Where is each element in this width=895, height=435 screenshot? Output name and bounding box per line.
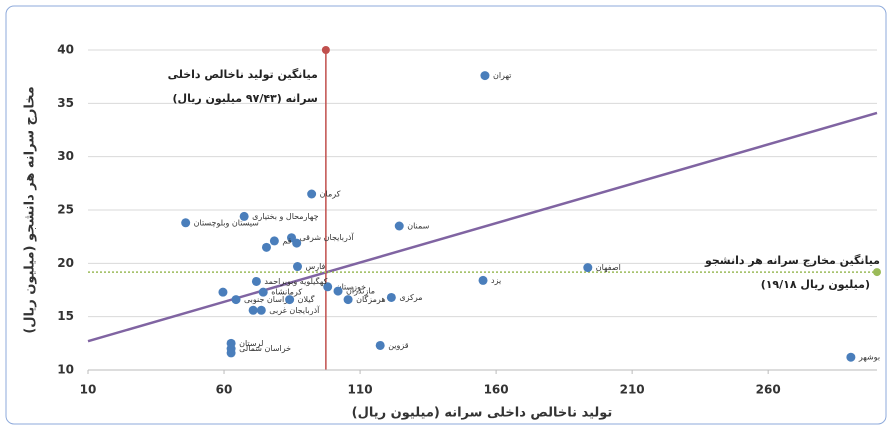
x-axis-title: تولید ناخالص داخلی سرانه (میلیون ریال): [352, 406, 613, 421]
y-mean-marker: [873, 268, 881, 277]
x-mean-marker: [321, 46, 330, 54]
y-axis-title: مخارج سرانه هر دانشجو (میلیون ریال): [23, 86, 38, 333]
point: [846, 352, 856, 362]
point-label: آذربایجان شرقی: [300, 232, 355, 242]
x-mean-label: میانگین تولید ناخالص داخلی: [168, 68, 318, 81]
point: [248, 305, 258, 315]
y-mean-label: میانگین مخارج سرانه هر دانشجو: [704, 254, 880, 268]
point: [478, 275, 488, 285]
point: [307, 189, 317, 199]
y-tick-label: 35: [57, 96, 74, 110]
y-tick-label: 15: [57, 309, 74, 323]
x-mean-label: سرانه (۹۷/۴۳ میلیون ریال): [173, 92, 318, 105]
point: [231, 295, 241, 305]
point: [333, 286, 343, 296]
x-tick-label: 210: [620, 383, 645, 397]
point-label: تهران: [493, 71, 511, 80]
point-label: خراسان جنوبی: [244, 295, 294, 304]
point-label: خراسان شمالی: [239, 344, 291, 353]
point: [386, 292, 396, 302]
point-label: چهارمحال و بختیاری: [252, 212, 318, 221]
point-label: سمنان: [407, 222, 429, 231]
point: [261, 242, 271, 252]
x-tick-label: 160: [484, 383, 509, 397]
y-tick-label: 40: [57, 43, 74, 57]
point-label: کرمان: [320, 190, 341, 199]
point: [323, 282, 333, 292]
point-label: کهگیلویه وبویراحمد: [264, 276, 327, 286]
point-label: آذربایجان غربی: [269, 305, 320, 315]
point: [292, 238, 302, 248]
point-label: سیستان وبلوچستان: [194, 218, 260, 227]
point: [343, 295, 353, 305]
point-label: بوشهر: [858, 353, 880, 362]
point: [251, 276, 261, 286]
chart-frame: [5, 5, 887, 425]
point: [181, 218, 191, 228]
point-label: خوزستان: [336, 282, 366, 291]
point-label: قم: [282, 236, 291, 245]
y-mean-label: (۱۹/۱۸ میلیون ریال): [761, 278, 870, 291]
y-tick-label: 10: [57, 363, 74, 377]
point-label: مرکزی: [399, 293, 422, 302]
point: [292, 262, 302, 272]
point-label: فارس: [305, 262, 325, 271]
point: [480, 71, 490, 81]
x-tick-label: 260: [756, 383, 781, 397]
point: [258, 287, 268, 297]
point-label: اصفهان: [596, 263, 621, 272]
point: [226, 348, 236, 358]
x-tick-label: 10: [80, 383, 97, 397]
point: [375, 340, 385, 350]
point: [218, 287, 228, 297]
y-tick-label: 30: [57, 149, 74, 163]
point: [583, 263, 593, 273]
y-tick-label: 20: [57, 256, 74, 270]
point-label: یزد: [491, 276, 501, 285]
y-tick-label: 25: [57, 203, 74, 217]
trend-line: [87, 111, 878, 343]
point-label: مازندران: [346, 287, 375, 296]
point: [239, 211, 249, 221]
point: [256, 305, 266, 315]
point-label: هرمزگان: [356, 294, 385, 304]
point-label: قزوین: [388, 341, 409, 350]
point: [269, 236, 279, 246]
point-label: گیلان: [298, 294, 315, 304]
point-label: کرمانشاه: [271, 288, 302, 297]
x-tick-label: 60: [216, 383, 233, 397]
point: [285, 295, 295, 305]
point-label: لرستان: [239, 339, 263, 348]
point: [394, 221, 404, 231]
x-tick-label: 110: [348, 383, 373, 397]
